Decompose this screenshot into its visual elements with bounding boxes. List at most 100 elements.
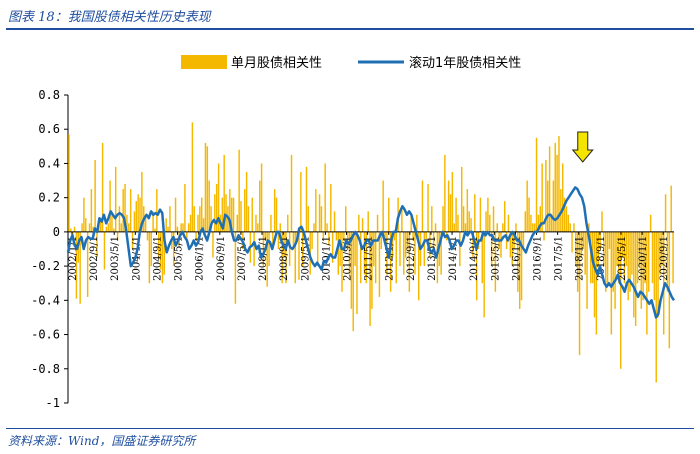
bar [391, 231, 394, 258]
y-axis: 0.8 0.6 0.4 0.2 0 -0.2 -0.4 -0.6 -0.8 -1 [31, 88, 69, 410]
bar [275, 197, 278, 232]
bar [281, 231, 283, 284]
bar [601, 211, 603, 232]
bar [489, 214, 491, 232]
bar [393, 231, 396, 241]
bar [485, 211, 487, 232]
bar [350, 231, 353, 309]
bar [356, 231, 358, 315]
bar-series [68, 122, 674, 383]
bar [305, 166, 308, 232]
bar [333, 211, 336, 232]
bar [575, 231, 577, 267]
bar [186, 231, 188, 241]
bar [214, 194, 216, 232]
bar [410, 214, 412, 232]
bar [384, 231, 386, 241]
bar [640, 231, 642, 309]
bar [131, 231, 134, 249]
bar [311, 231, 313, 249]
bar [298, 231, 300, 280]
bar [380, 231, 383, 249]
bar [464, 223, 467, 232]
bar [359, 231, 362, 284]
bar [251, 197, 253, 232]
bar [197, 214, 199, 232]
bar [472, 231, 474, 258]
x-tick-label: 2005/5/1 [174, 236, 185, 281]
x-tick-label: 2008/1/1 [258, 236, 269, 281]
bar [313, 223, 315, 232]
bar [492, 206, 495, 232]
chart-legend: 单月股债相关性 滚动1年股债相关性 [181, 55, 521, 71]
bar [116, 231, 119, 241]
bar [128, 223, 130, 232]
bar [571, 231, 573, 253]
bar [124, 183, 126, 232]
line-series [66, 186, 676, 319]
bar [590, 231, 592, 284]
bar [230, 197, 233, 232]
y-tick-label: -0.6 [31, 328, 60, 342]
bar [444, 154, 446, 232]
bar [515, 223, 517, 232]
bar [608, 231, 611, 249]
x-tick-label: 2011/5/1 [364, 236, 375, 281]
bar [416, 214, 418, 232]
x-tick-label: 2018/9/1 [596, 236, 607, 281]
y-tick-label: 0.4 [38, 156, 60, 170]
bar [294, 231, 296, 284]
bar [588, 223, 590, 232]
bar [561, 163, 564, 232]
bar [586, 231, 588, 309]
bar [81, 223, 83, 232]
bar [619, 231, 622, 369]
bar [202, 218, 205, 232]
bar [101, 142, 104, 232]
bar [273, 189, 276, 232]
bar [324, 163, 326, 232]
x-tick-label: 2007/5/1 [237, 236, 248, 281]
bar [206, 146, 209, 232]
bar [193, 206, 195, 232]
bar [122, 189, 124, 232]
bar [367, 211, 369, 232]
bar [475, 231, 478, 301]
bar [633, 231, 635, 318]
bar [636, 231, 639, 284]
bar [576, 231, 579, 292]
x-tick-label: 2018/1/1 [575, 236, 586, 281]
bar [225, 194, 227, 232]
bar [494, 231, 497, 292]
bar [85, 218, 87, 232]
bar [307, 206, 310, 232]
bar [94, 160, 96, 232]
bar [556, 154, 558, 232]
bar [341, 231, 343, 292]
bar [302, 231, 304, 267]
bar [539, 206, 541, 232]
bar [221, 197, 224, 232]
x-tick-label: 2006/1/1 [195, 236, 206, 281]
bar [111, 214, 113, 232]
bar [466, 189, 469, 232]
bar [614, 231, 616, 309]
bar [552, 180, 555, 232]
x-tick-label: 2013/5/1 [427, 236, 438, 281]
bar [223, 154, 225, 232]
bar [292, 231, 295, 249]
bar [651, 231, 654, 284]
bar [126, 214, 128, 232]
bar [395, 231, 397, 284]
bar [373, 231, 375, 267]
bar [550, 214, 553, 232]
bar [487, 197, 489, 232]
bar [260, 163, 263, 232]
bar [661, 231, 663, 267]
bar [137, 194, 139, 232]
bar [612, 231, 614, 292]
bar [597, 231, 599, 267]
bar [262, 231, 265, 267]
bar [244, 189, 246, 232]
source-rule [6, 428, 694, 429]
